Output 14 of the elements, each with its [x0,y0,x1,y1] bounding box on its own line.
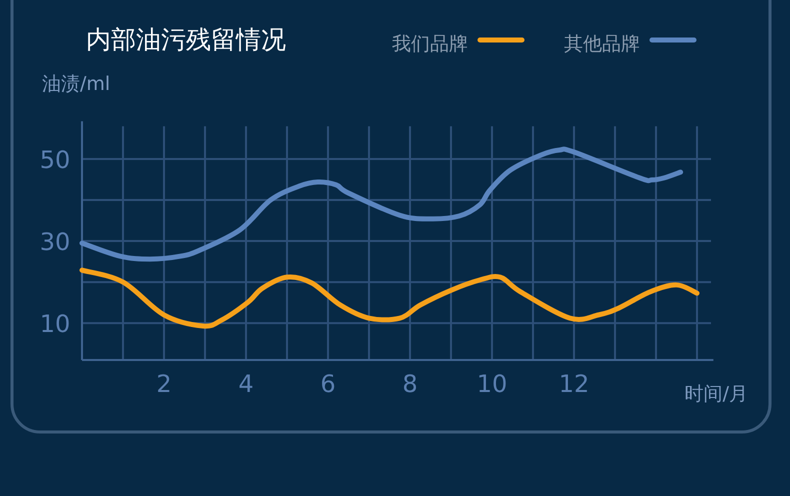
x-tick-label: 12 [558,370,590,398]
x-tick-label: 2 [156,370,172,398]
y-tick-label: 30 [40,228,70,256]
x-tick-label: 6 [320,370,336,398]
legend-label: 其他品牌 [564,33,640,55]
x-tick-label: 4 [238,370,254,398]
x-tick-label: 8 [402,370,418,398]
x-tick-label: 10 [476,370,508,398]
x-axis-title: 时间/月 [684,383,748,405]
y-tick-label: 50 [40,146,70,174]
legend-label: 我们品牌 [392,33,468,55]
y-axis-title: 油渍/ml [42,73,110,95]
chart-title: 内部油污残留情况 [86,25,286,54]
y-tick-label: 10 [40,310,70,338]
